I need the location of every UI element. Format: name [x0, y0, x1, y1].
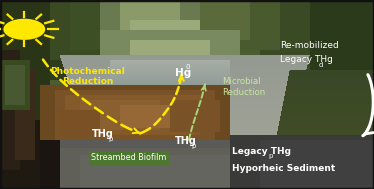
Text: Hg: Hg: [175, 68, 191, 78]
Text: 0: 0: [186, 64, 190, 70]
Text: THg: THg: [175, 136, 197, 146]
Text: p: p: [109, 136, 113, 143]
Text: Streambed Biofilm: Streambed Biofilm: [91, 153, 167, 162]
Text: p: p: [268, 153, 273, 160]
Text: Re-mobilized: Re-mobilized: [280, 41, 338, 50]
Text: THg: THg: [92, 129, 113, 139]
Text: p: p: [192, 143, 196, 149]
Text: d: d: [318, 62, 323, 68]
Text: Photochemical
Reduction: Photochemical Reduction: [50, 67, 125, 86]
Text: Legacy THg: Legacy THg: [232, 147, 291, 156]
Circle shape: [3, 19, 45, 40]
Text: Legacy THg: Legacy THg: [280, 55, 332, 64]
Text: Microbial
Reduction: Microbial Reduction: [223, 77, 266, 97]
Text: Hyporheic Sediment: Hyporheic Sediment: [232, 164, 335, 173]
